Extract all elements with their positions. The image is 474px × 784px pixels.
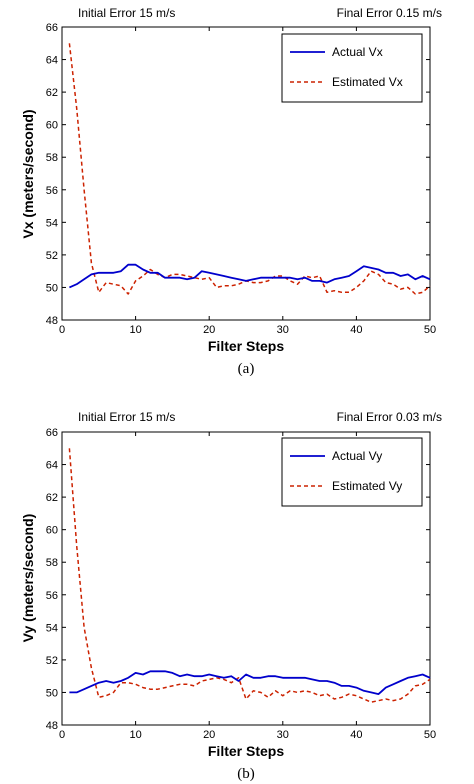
legend: Actual Vx Estimated Vx [281, 33, 423, 103]
legend-label-actual: Actual Vy [332, 449, 382, 463]
y-tick-label: 62 [46, 87, 58, 99]
chart-panel-a: Initial Error 15 m/s Final Error 0.15 m/… [20, 6, 442, 377]
y-tick-label: 58 [46, 557, 58, 569]
series-line-actual [69, 670, 431, 695]
y-tick-label: 66 [46, 427, 58, 439]
y-axis-label: Vy (meters/second) [20, 514, 36, 643]
x-tick-label: 0 [59, 324, 65, 336]
y-tick-label: 64 [46, 460, 58, 472]
chart-panel-b: Initial Error 15 m/s Final Error 0.03 m/… [20, 410, 442, 782]
axis-ticks: 0 10 20 30 40 50 48 50 52 54 56 58 60 62 64 66 [46, 22, 436, 336]
panel-caption: (a) [238, 361, 255, 377]
y-tick-label: 48 [46, 315, 58, 327]
y-tick-label: 60 [46, 120, 58, 132]
y-tick-label: 64 [46, 55, 58, 67]
legend-label-estimated: Estimated Vy [332, 479, 402, 493]
y-tick-label: 50 [46, 687, 58, 699]
x-tick-label: 20 [203, 324, 215, 336]
y-tick-label: 58 [46, 152, 58, 164]
panel-caption: (b) [237, 766, 255, 782]
y-tick-label: 52 [46, 250, 58, 262]
y-tick-label: 54 [46, 217, 58, 229]
annotation-initial-error: Initial Error 15 m/s [78, 6, 175, 20]
annotation-final-error: Final Error 0.03 m/s [337, 410, 442, 424]
y-tick-label: 54 [46, 622, 58, 634]
x-tick-label: 40 [350, 729, 362, 741]
y-tick-label: 48 [46, 720, 58, 732]
series-layer [68, 43, 431, 295]
legend-box [281, 33, 423, 103]
y-tick-label: 56 [46, 185, 58, 197]
legend-label-actual: Actual Vx [332, 45, 383, 59]
axis-ticks: 0 10 20 30 40 50 48 50 52 54 56 58 60 62 64 66 [46, 427, 436, 741]
x-tick-label: 40 [350, 324, 362, 336]
x-axis-label: Filter Steps [208, 743, 284, 759]
series-layer [68, 448, 431, 703]
x-tick-label: 30 [277, 324, 289, 336]
x-tick-label: 50 [424, 729, 436, 741]
y-axis-label: Vx (meters/second) [20, 109, 36, 238]
x-tick-label: 10 [129, 324, 141, 336]
x-tick-label: 30 [277, 729, 289, 741]
x-tick-label: 20 [203, 729, 215, 741]
legend-label-estimated: Estimated Vx [332, 75, 403, 89]
annotation-final-error: Final Error 0.15 m/s [337, 6, 442, 20]
legend-box [281, 437, 423, 507]
x-tick-label: 50 [424, 324, 436, 336]
y-tick-label: 66 [46, 22, 58, 34]
series-line-estimated [68, 448, 431, 703]
y-tick-label: 56 [46, 590, 58, 602]
x-tick-label: 0 [59, 729, 65, 741]
legend: Actual Vy Estimated Vy [281, 437, 423, 507]
y-tick-label: 62 [46, 492, 58, 504]
y-tick-label: 52 [46, 655, 58, 667]
annotation-initial-error: Initial Error 15 m/s [78, 410, 175, 424]
x-tick-label: 10 [129, 729, 141, 741]
y-tick-label: 60 [46, 525, 58, 537]
x-axis-label: Filter Steps [208, 338, 284, 354]
y-tick-label: 50 [46, 282, 58, 294]
series-line-actual [69, 263, 431, 289]
